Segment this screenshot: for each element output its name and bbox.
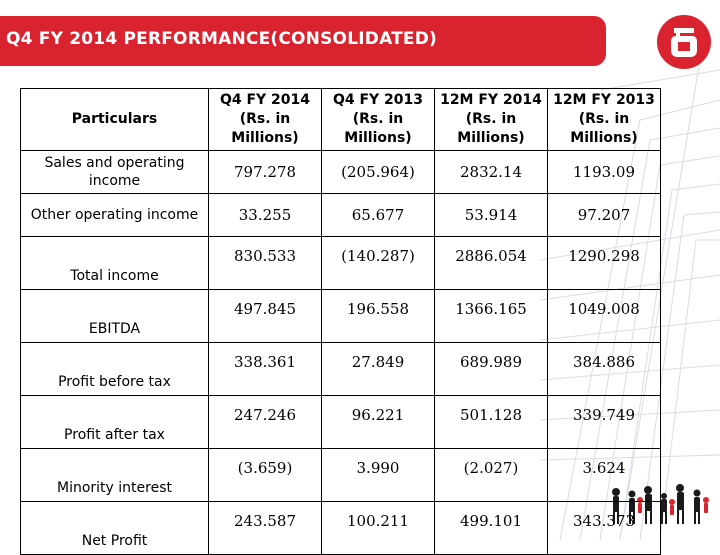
cell-value: 497.845 — [208, 289, 322, 343]
table-row: Net Profit 243.587 100.211 499.101 343.3… — [20, 501, 661, 555]
table-row: Profit after tax 247.246 96.221 501.128 … — [20, 395, 661, 449]
cell-value: 2886.054 — [434, 236, 548, 290]
cell-value: 1193.09 — [547, 150, 661, 194]
cell-value: 1290.298 — [547, 236, 661, 290]
cell-value: (3.659) — [208, 448, 322, 502]
row-label: Net Profit — [20, 501, 209, 555]
cell-value: (140.287) — [321, 236, 435, 290]
row-label: Minority interest — [20, 448, 209, 502]
cell-value: (205.964) — [321, 150, 435, 194]
table-row: Profit before tax 338.361 27.849 689.989… — [20, 342, 661, 396]
cell-value: 338.361 — [208, 342, 322, 396]
column-header-particulars: Particulars — [20, 88, 209, 151]
cell-value: 196.558 — [321, 289, 435, 343]
cell-value: 830.533 — [208, 236, 322, 290]
cell-value: 1049.008 — [547, 289, 661, 343]
cell-value: 339.749 — [547, 395, 661, 449]
cell-value: 27.849 — [321, 342, 435, 396]
cell-value: 501.128 — [434, 395, 548, 449]
cell-value: 100.211 — [321, 501, 435, 555]
table-row: EBITDA 497.845 196.558 1366.165 1049.008 — [20, 289, 661, 343]
cell-value: (2.027) — [434, 448, 548, 502]
row-label: Profit after tax — [20, 395, 209, 449]
column-header-q4-fy2013: Q4 FY 2013 (Rs. in Millions) — [321, 88, 435, 151]
cell-value: 1366.165 — [434, 289, 548, 343]
table-header-row: Particulars Q4 FY 2014 (Rs. in Millions)… — [20, 88, 661, 151]
column-header-q4-fy2014: Q4 FY 2014 (Rs. in Millions) — [208, 88, 322, 151]
cell-value: 65.677 — [321, 193, 435, 237]
table-row: Total income 830.533 (140.287) 2886.054 … — [20, 236, 661, 290]
cell-value: 3.624 — [547, 448, 661, 502]
title-bar: Q4 FY 2014 PERFORMANCE(CONSOLIDATED) — [0, 16, 606, 66]
cell-value: 3.990 — [321, 448, 435, 502]
cell-value: 247.246 — [208, 395, 322, 449]
row-label: Total income — [20, 236, 209, 290]
cell-value: 97.207 — [547, 193, 661, 237]
performance-table: Particulars Q4 FY 2014 (Rs. in Millions)… — [20, 88, 661, 555]
cell-value: 343.373 — [547, 501, 661, 555]
cell-value: 243.587 — [208, 501, 322, 555]
company-logo-icon — [657, 15, 711, 69]
cell-value: 2832.14 — [434, 150, 548, 194]
table-row: Minority interest (3.659) 3.990 (2.027) … — [20, 448, 661, 502]
row-label: Profit before tax — [20, 342, 209, 396]
column-header-12m-fy2014: 12M FY 2014 (Rs. in Millions) — [434, 88, 548, 151]
cell-value: 689.989 — [434, 342, 548, 396]
table-row: Other operating income 33.255 65.677 53.… — [20, 193, 661, 237]
table-row: Sales and operating income 797.278 (205.… — [20, 150, 661, 194]
cell-value: 797.278 — [208, 150, 322, 194]
cell-value: 53.914 — [434, 193, 548, 237]
page-title: Q4 FY 2014 PERFORMANCE(CONSOLIDATED) — [6, 29, 437, 49]
row-label: Other operating income — [20, 193, 209, 237]
cell-value: 96.221 — [321, 395, 435, 449]
cell-value: 33.255 — [208, 193, 322, 237]
cell-value: 499.101 — [434, 501, 548, 555]
row-label: EBITDA — [20, 289, 209, 343]
row-label: Sales and operating income — [20, 150, 209, 194]
column-header-12m-fy2013: 12M FY 2013 (Rs. in Millions) — [547, 88, 661, 151]
cell-value: 384.886 — [547, 342, 661, 396]
